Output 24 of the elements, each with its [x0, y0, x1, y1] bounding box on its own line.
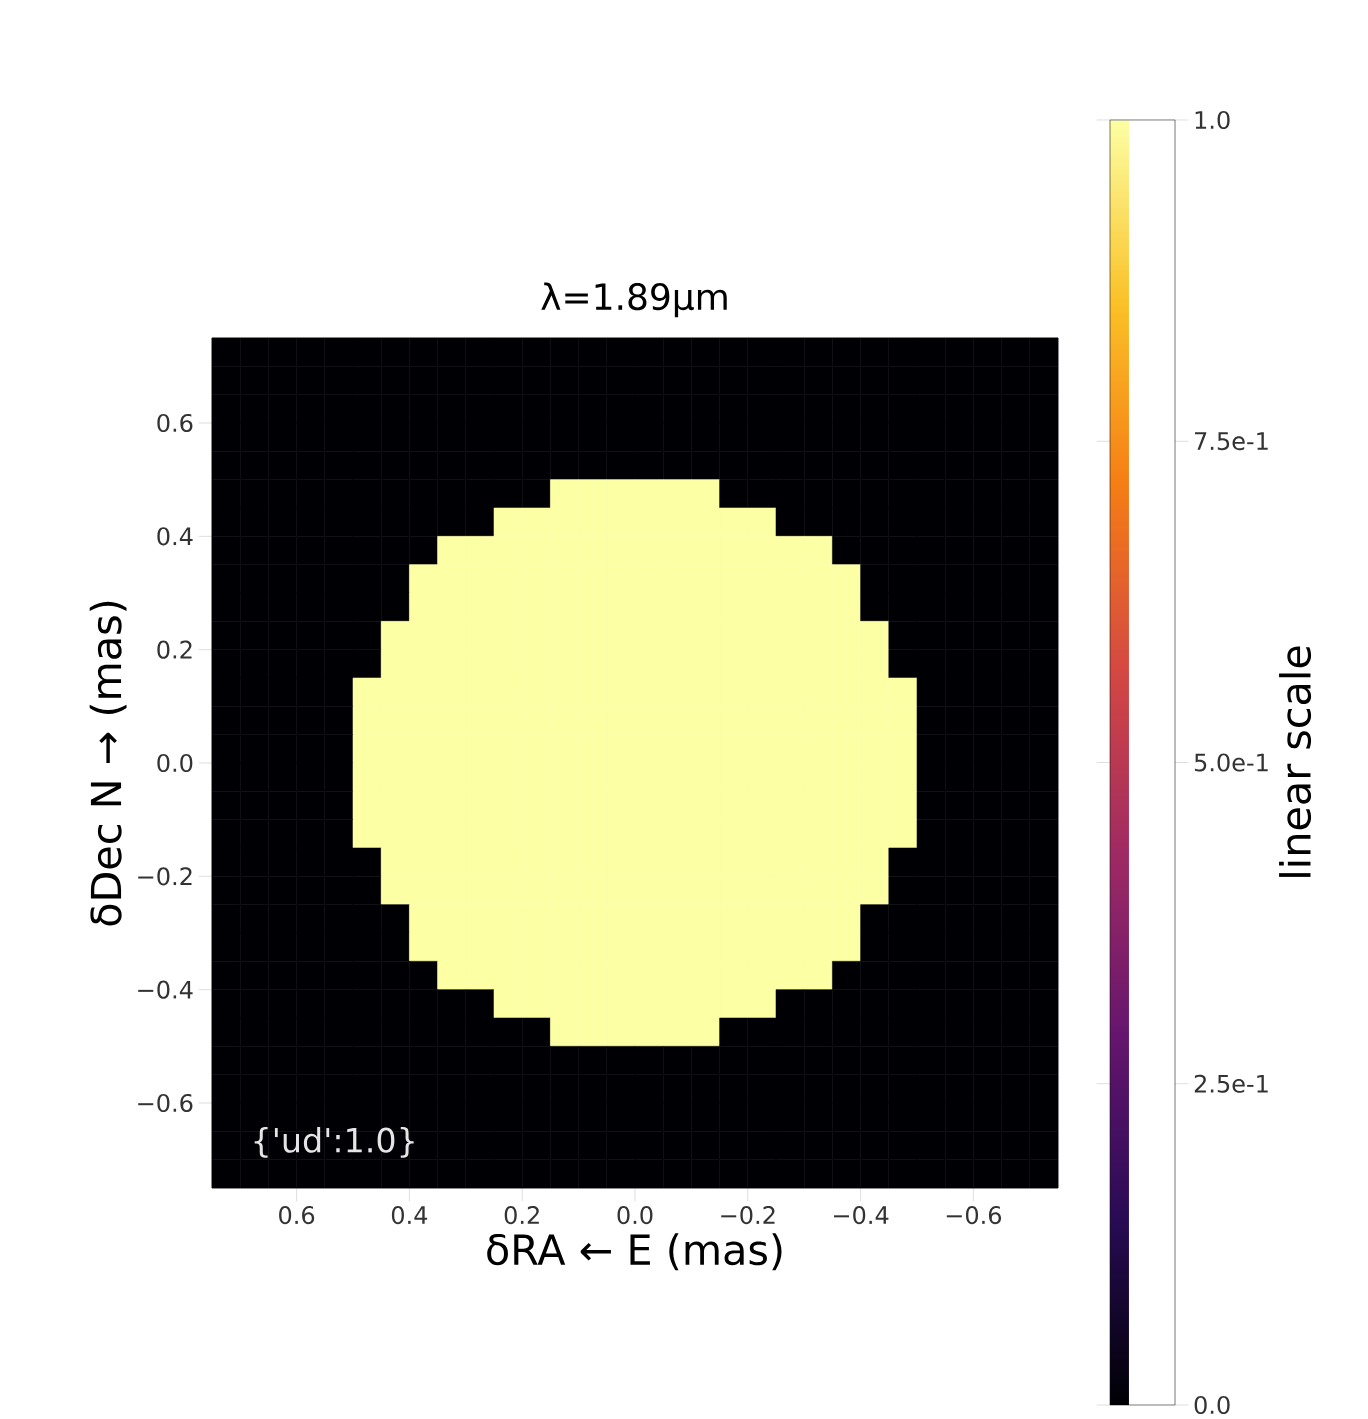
y-tick-label: −0.4: [138, 980, 193, 999]
chart-title: λ=1.89μm: [541, 282, 727, 318]
color-bar-label: 1.0: [1195, 110, 1230, 130]
y-tick-label: 0.0: [157, 753, 193, 773]
x-tick-label: −0.4: [834, 1206, 889, 1225]
x-tick-label: 0.6: [279, 1206, 315, 1225]
x-tick-label: 0.2: [504, 1206, 539, 1225]
x-tick-label: 0.4: [391, 1206, 428, 1225]
color-bar-label: 7.5e-1: [1195, 432, 1268, 451]
y-tick-label: −0.2: [138, 867, 192, 886]
y-axis-title: δDec N → (mas): [89, 601, 127, 926]
y-tick-label: −0.6: [138, 1093, 193, 1113]
x-tick-label: −0.2: [721, 1206, 775, 1225]
annotation: {'ud':1.0}: [254, 1127, 414, 1158]
color-bar-label: 5.0e-1: [1194, 753, 1268, 772]
x-axis-title: δRA ← E (mas): [487, 1233, 782, 1271]
color-bar-label: 0.0: [1194, 1395, 1230, 1415]
y-tick-label: 0.6: [157, 413, 193, 433]
y-tick-label: 0.4: [157, 527, 193, 546]
color-bar-label: 2.5e-1: [1194, 1074, 1268, 1093]
y-tick-label: 0.2: [157, 640, 192, 659]
color-bar-title: linear scale: [1279, 646, 1312, 877]
x-tick-label: 0.0: [617, 1206, 653, 1225]
x-tick-label: −0.6: [946, 1206, 1002, 1225]
